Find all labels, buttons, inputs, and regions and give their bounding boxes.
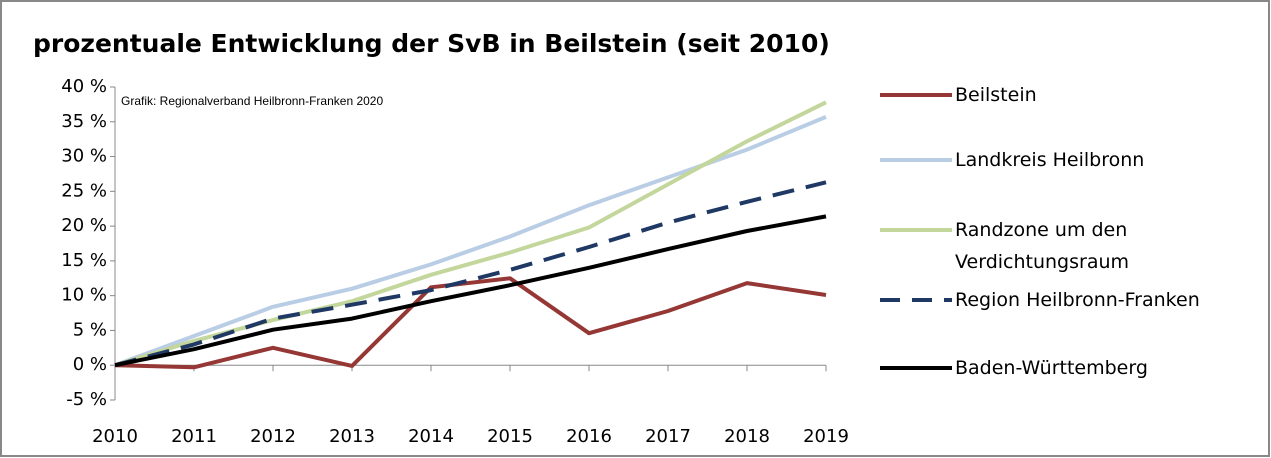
x-tick-label: 2017 [645,426,691,447]
legend-label: Randzone um den Verdichtungsraum [955,219,1130,273]
series-line [114,214,827,368]
y-tick-label: 30 % [61,146,107,167]
y-tick-label: -5 % [66,389,107,410]
x-tick-label: 2012 [250,426,296,447]
legend-label: Baden-Württemberg [955,357,1148,379]
x-tick-label: 2018 [724,426,770,447]
y-tick-label: 0 % [73,354,107,375]
x-tick-label: 2011 [171,426,217,447]
y-tick-label: 20 % [61,215,107,236]
x-tick-label: 2010 [92,426,138,447]
x-tick-label: 2016 [566,426,612,447]
legend-label: Region Heilbronn-Franken [955,289,1200,311]
legend-label: Landkreis Heilbronn [955,149,1145,171]
series-line [114,276,827,370]
chart-title: prozentuale Entwicklung der SvB in Beils… [33,29,830,58]
x-tick-label: 2014 [408,426,454,447]
y-tick-label: 40 % [61,76,107,97]
y-tick-label: 10 % [61,285,107,306]
annotation: Grafik: Regionalverband Heilbronn-Franke… [121,94,383,108]
y-tick-label: 25 % [61,180,107,201]
y-tick-label: 5 % [73,319,107,340]
series-line [114,180,827,368]
x-tick-label: 2019 [803,426,849,447]
y-tick-label: 35 % [61,111,107,132]
legend-label: Beilstein [955,84,1037,106]
y-tick-label: 15 % [61,250,107,271]
x-tick-label: 2015 [487,426,533,447]
x-tick-label: 2013 [329,426,375,447]
